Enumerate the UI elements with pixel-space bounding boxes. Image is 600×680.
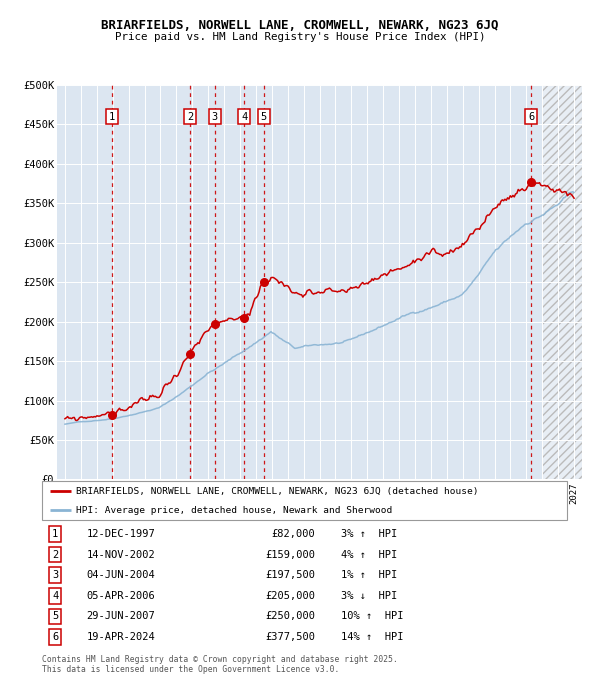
Text: 04-JUN-2004: 04-JUN-2004 — [86, 570, 155, 580]
Text: 6: 6 — [52, 632, 58, 642]
Text: 5: 5 — [260, 112, 267, 122]
Text: 4% ↑  HPI: 4% ↑ HPI — [341, 549, 398, 560]
Text: £197,500: £197,500 — [265, 570, 315, 580]
Text: Contains HM Land Registry data © Crown copyright and database right 2025.: Contains HM Land Registry data © Crown c… — [42, 655, 398, 664]
Text: 4: 4 — [52, 591, 58, 601]
Text: 3% ↑  HPI: 3% ↑ HPI — [341, 529, 398, 539]
Text: HPI: Average price, detached house, Newark and Sherwood: HPI: Average price, detached house, Newa… — [76, 506, 392, 515]
Text: 14% ↑  HPI: 14% ↑ HPI — [341, 632, 404, 642]
Text: 1: 1 — [52, 529, 58, 539]
Text: BRIARFIELDS, NORWELL LANE, CROMWELL, NEWARK, NG23 6JQ: BRIARFIELDS, NORWELL LANE, CROMWELL, NEW… — [101, 18, 499, 32]
Text: 3: 3 — [52, 570, 58, 580]
Text: 29-JUN-2007: 29-JUN-2007 — [86, 611, 155, 622]
Text: £82,000: £82,000 — [271, 529, 315, 539]
Text: 3% ↓  HPI: 3% ↓ HPI — [341, 591, 398, 601]
Text: 3: 3 — [212, 112, 218, 122]
Text: £159,000: £159,000 — [265, 549, 315, 560]
Text: 05-APR-2006: 05-APR-2006 — [86, 591, 155, 601]
Bar — [542, 85, 582, 479]
Text: £377,500: £377,500 — [265, 632, 315, 642]
Text: 5: 5 — [52, 611, 58, 622]
Text: 1% ↑  HPI: 1% ↑ HPI — [341, 570, 398, 580]
Text: BRIARFIELDS, NORWELL LANE, CROMWELL, NEWARK, NG23 6JQ (detached house): BRIARFIELDS, NORWELL LANE, CROMWELL, NEW… — [76, 487, 479, 496]
Text: This data is licensed under the Open Government Licence v3.0.: This data is licensed under the Open Gov… — [42, 664, 340, 674]
Text: 12-DEC-1997: 12-DEC-1997 — [86, 529, 155, 539]
Text: 19-APR-2024: 19-APR-2024 — [86, 632, 155, 642]
Text: 1: 1 — [109, 112, 115, 122]
Bar — [542, 85, 582, 479]
Text: 10% ↑  HPI: 10% ↑ HPI — [341, 611, 404, 622]
Text: 14-NOV-2002: 14-NOV-2002 — [86, 549, 155, 560]
Text: 2: 2 — [52, 549, 58, 560]
Text: 4: 4 — [241, 112, 247, 122]
Text: 2: 2 — [187, 112, 193, 122]
Text: Price paid vs. HM Land Registry's House Price Index (HPI): Price paid vs. HM Land Registry's House … — [115, 32, 485, 41]
Text: 6: 6 — [528, 112, 534, 122]
Text: £250,000: £250,000 — [265, 611, 315, 622]
Text: £205,000: £205,000 — [265, 591, 315, 601]
FancyBboxPatch shape — [42, 481, 567, 520]
